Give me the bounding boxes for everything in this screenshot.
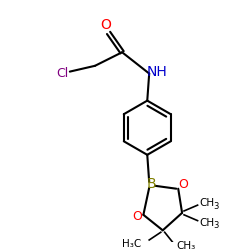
Text: 3: 3 (213, 202, 218, 210)
Text: O: O (133, 210, 142, 223)
Text: NH: NH (146, 64, 167, 78)
Text: O: O (100, 18, 111, 32)
Text: B: B (146, 177, 156, 191)
Text: H₃C: H₃C (122, 239, 142, 249)
Text: Cl: Cl (56, 67, 68, 80)
Text: CH: CH (200, 198, 215, 208)
Text: CH₃: CH₃ (176, 241, 196, 250)
Text: CH: CH (200, 218, 215, 228)
Text: O: O (178, 178, 188, 191)
Text: 3: 3 (213, 221, 218, 230)
